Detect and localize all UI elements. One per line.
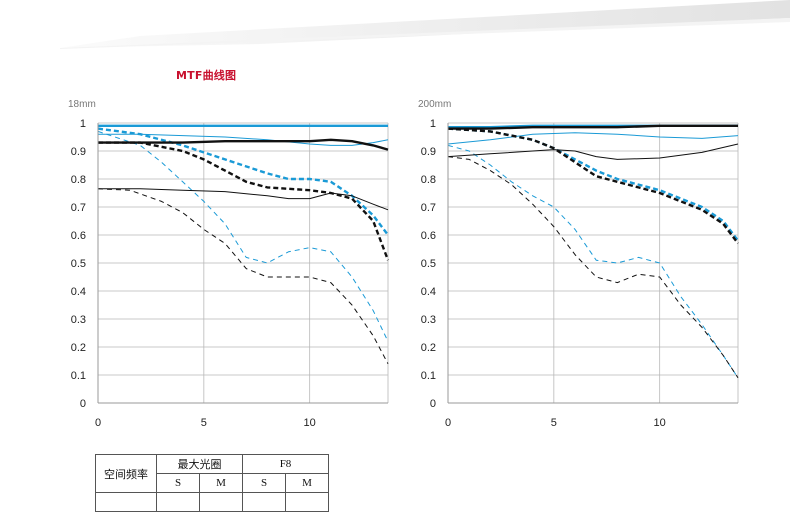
- table-cell: [199, 492, 243, 512]
- y-tick-label: 0.1: [421, 370, 436, 382]
- y-tick-label: 0.2: [71, 342, 86, 354]
- table-cell: [242, 492, 286, 512]
- x-tick-label: 0: [445, 417, 451, 429]
- table-group-max-aperture: 最大光圈: [156, 454, 243, 474]
- table-row: S M S M: [96, 473, 329, 493]
- y-tick-label: 0: [430, 398, 436, 410]
- y-tick-label: 0.8: [71, 174, 86, 186]
- chart-title: 200mm: [418, 99, 451, 110]
- header-banner: [60, 0, 790, 49]
- y-tick-label: 0.5: [421, 258, 436, 270]
- table-cell-m: M: [285, 473, 329, 493]
- table-cell: [285, 492, 329, 512]
- table-row-header: 空间频率: [95, 454, 157, 493]
- y-tick-label: 0.7: [421, 202, 436, 214]
- table-cell-m: M: [199, 473, 243, 493]
- table-cell-s: S: [242, 473, 286, 493]
- mtf-line-f8-30lp-sagittal: [447, 143, 739, 160]
- table-group-f8: F8: [242, 454, 329, 474]
- table-cell: [156, 492, 200, 512]
- mtf-line-max-aperture-10lp-meridional: [447, 127, 739, 242]
- x-tick-label: 0: [95, 417, 101, 429]
- y-tick-label: 0.3: [71, 314, 86, 326]
- mtf-line-f8-10lp-sagittal: [98, 138, 389, 151]
- table-cell: [95, 492, 157, 512]
- y-tick-label: 0.6: [421, 230, 436, 242]
- y-tick-label: 0.3: [421, 314, 436, 326]
- y-tick-label: 0.4: [71, 286, 86, 298]
- mtf-line-max-aperture-30lp-sagittal: [447, 132, 739, 145]
- y-tick-label: 0.2: [421, 342, 436, 354]
- y-tick-label: 0: [80, 398, 86, 410]
- y-tick-label: 0.4: [421, 286, 436, 298]
- x-tick-label: 10: [304, 417, 316, 429]
- y-tick-label: 0.8: [421, 174, 436, 186]
- spatial-frequency-table: 空间频率 最大光圈 F8 S M S M: [95, 454, 329, 512]
- page-heading: MTF曲线图: [176, 69, 237, 82]
- mtf-line-f8-10lp-sagittal: [448, 124, 738, 130]
- mtf-line-max-aperture-30lp-meridional: [447, 144, 739, 379]
- table-cell-s: S: [156, 473, 200, 493]
- mtf-line-f8-30lp-sagittal: [98, 188, 389, 211]
- chart-title: 18mm: [68, 99, 96, 110]
- table-row: 空间频率 最大光圈 F8: [95, 454, 329, 493]
- x-tick-label: 10: [654, 417, 666, 429]
- y-tick-label: 0.1: [71, 370, 86, 382]
- y-tick-label: 0.7: [71, 202, 86, 214]
- table-row: [95, 492, 329, 512]
- mtf-line-max-aperture-30lp-meridional: [97, 130, 389, 342]
- y-tick-label: 0.6: [71, 230, 86, 242]
- y-tick-label: 1: [80, 118, 86, 130]
- y-tick-label: 0.9: [421, 146, 436, 158]
- mtf-line-f8-30lp-meridional: [97, 188, 389, 365]
- mtf-line-f8-30lp-meridional: [447, 156, 739, 379]
- mtf-line-f8-10lp-meridional: [98, 141, 390, 261]
- y-tick-label: 0.5: [71, 258, 86, 270]
- x-tick-label: 5: [201, 417, 207, 429]
- mtf-line-f8-10lp-meridional: [447, 127, 739, 245]
- y-tick-label: 1: [430, 118, 436, 130]
- x-tick-label: 5: [551, 417, 557, 429]
- mtf-line-max-aperture-10lp-meridional: [97, 127, 389, 236]
- y-tick-label: 0.9: [71, 146, 86, 158]
